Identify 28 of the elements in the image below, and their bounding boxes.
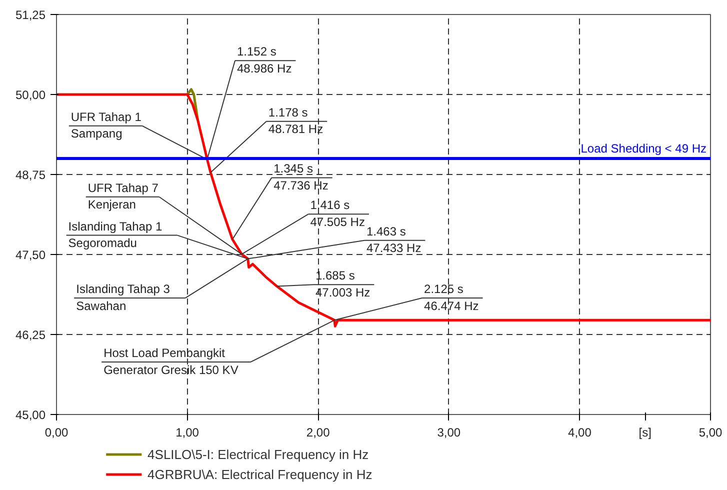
- y-tick-label: 46,25: [15, 328, 46, 342]
- annotation: 1.685 s 47.003 Hz: [315, 268, 370, 300]
- y-tick-label: 47,50: [15, 248, 46, 262]
- annotation: 1.463 s 47.433 Hz: [366, 224, 422, 256]
- annotation: 2.125 s 46.474 Hz: [424, 282, 479, 313]
- annotation: UFR Tahap 1 Sampang: [70, 110, 142, 141]
- ref-line-label: Load Shedding < 49 Hz: [580, 142, 706, 156]
- y-tick-label: 45,00: [15, 408, 46, 422]
- legend-label: 4SLILO\5-I: Electrical Frequency in Hz: [148, 447, 369, 462]
- x-tick-label: 1,00: [176, 426, 200, 440]
- annotation: 1.416 s 47.505 Hz: [310, 198, 365, 229]
- y-tick-label: 48,75: [15, 168, 46, 182]
- annotation: Islanding Tahap 3 Sawahan: [76, 282, 170, 313]
- y-tick-label: 51,25: [15, 8, 46, 22]
- x-tick-label: 2,00: [306, 426, 330, 440]
- x-axis-title: [s]: [638, 426, 652, 440]
- legend-label: 4GRBRU\A: Electrical Frequency in Hz: [148, 467, 372, 482]
- annotation: Islanding Tahap 1 Segoromadu: [68, 219, 162, 250]
- y-tick-label: 50,00: [15, 88, 46, 102]
- annotation: Host Load Pembangkit Generator Gresik 150 KV: [104, 346, 238, 377]
- x-tick-label: 5,00: [698, 426, 723, 440]
- x-tick-label: 3,00: [437, 426, 461, 440]
- annotation: 1.345 s 47.736 Hz: [274, 162, 328, 192]
- annotation: 1.152 s 48.986 Hz: [237, 44, 292, 76]
- x-tick-label: 4,00: [568, 426, 592, 440]
- annotation: UFR Tahap 7 Kenjeran: [88, 180, 159, 212]
- annotation: 1.178 s 48.781 Hz: [268, 105, 324, 136]
- x-tick-label: 0,00: [44, 426, 69, 440]
